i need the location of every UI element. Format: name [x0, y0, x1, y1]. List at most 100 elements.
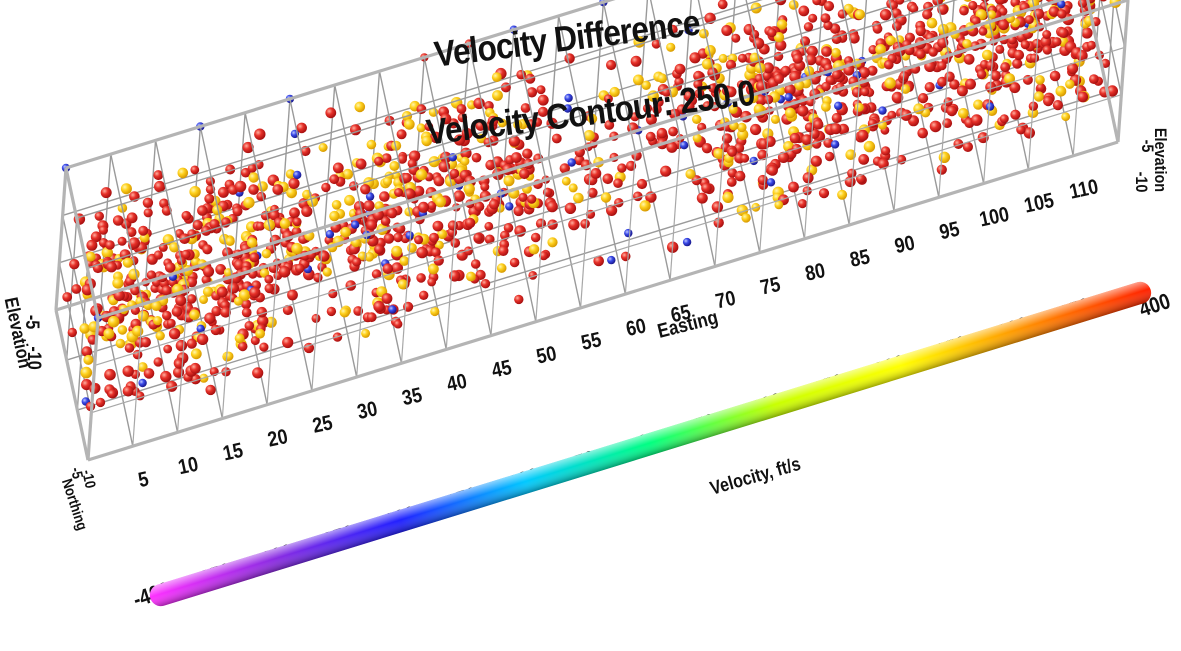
contour-point [242, 141, 254, 154]
contour-point-edge [83, 354, 94, 365]
contour-point [1023, 127, 1035, 139]
grid-line [503, 29, 515, 172]
contour-point [431, 247, 441, 258]
contour-point-edge [85, 251, 96, 262]
contour-point [237, 341, 248, 352]
contour-point [667, 24, 678, 35]
grid-line [324, 226, 358, 378]
contour-point [1081, 27, 1093, 39]
contour-point-edge [117, 325, 128, 335]
contour-point [205, 384, 216, 396]
contour-point [413, 185, 425, 197]
contour-point [831, 112, 842, 124]
grid-line [861, 0, 868, 62]
contour-point [824, 151, 835, 162]
contour-point [162, 310, 172, 321]
colorbar-label: Velocity, ft/s [708, 453, 804, 499]
contour-point [858, 67, 870, 79]
contour-point [67, 327, 78, 338]
contour-point [220, 306, 232, 318]
contour-point [278, 266, 291, 278]
contour-point-edge [364, 251, 375, 262]
contour-point [402, 172, 412, 183]
contour-point [602, 173, 614, 185]
contour-point [789, 132, 801, 144]
contour-point-edge [103, 328, 115, 339]
contour-point [186, 294, 197, 304]
contour-point-edge [741, 213, 751, 223]
contour-point [949, 79, 960, 90]
contour-point [447, 220, 458, 231]
contour-point [929, 120, 942, 133]
contour-point-edge [189, 186, 201, 198]
contour-point [503, 223, 514, 233]
contour-point [1022, 74, 1033, 85]
contour-point [117, 236, 127, 246]
contour-point [256, 221, 265, 231]
contour-point [311, 313, 321, 323]
contour-point [250, 336, 260, 346]
contour-point [202, 244, 213, 255]
contour-point [112, 215, 124, 226]
contour-point-edge [497, 118, 507, 128]
contour-point [813, 119, 824, 130]
contour-point [71, 284, 82, 294]
contour-point [366, 219, 378, 231]
grid-line [59, 0, 913, 264]
contour-point-edge [600, 192, 612, 203]
contour-point [1036, 83, 1046, 92]
contour-point [69, 259, 80, 270]
contour-point-edge [737, 122, 747, 133]
contour-point-edge [938, 151, 951, 163]
contour-point [514, 294, 524, 305]
contour-point [802, 172, 814, 184]
contour-point-edge [503, 175, 515, 187]
contour-point-edge [79, 323, 90, 334]
contour-point [321, 182, 331, 193]
sample-point [1057, 0, 1066, 9]
contour-point [325, 107, 337, 119]
contour-point-edge [389, 161, 400, 171]
contour-point [1089, 74, 1099, 84]
contour-point [296, 122, 308, 134]
contour-point [1087, 40, 1096, 50]
contour-point [802, 186, 812, 196]
contour-point-edge [285, 169, 296, 179]
sample-point [766, 178, 776, 187]
grid-line [682, 116, 716, 267]
contour-point [887, 110, 897, 120]
grid-line [1031, 0, 1040, 28]
contour-point [944, 71, 955, 82]
contour-point [755, 94, 767, 106]
contour-point-edge [854, 102, 864, 112]
contour-point [1067, 62, 1079, 75]
sample-point [405, 231, 414, 240]
contour-point [124, 343, 135, 353]
contour-point [915, 49, 926, 60]
contour-point [383, 233, 395, 244]
contour-point [161, 285, 172, 296]
contour-point-edge [722, 191, 734, 203]
contour-point-edge [286, 187, 297, 199]
contour-point [928, 47, 938, 57]
contour-point [419, 290, 429, 300]
contour-point-edge [491, 72, 502, 82]
contour-point [645, 131, 656, 142]
contour-point [604, 120, 615, 130]
contour-point [727, 147, 737, 157]
contour-point [215, 264, 227, 275]
contour-point-edge [342, 168, 354, 180]
sample-point [567, 158, 576, 167]
contour-point [414, 235, 424, 245]
grid-line [771, 88, 806, 239]
contour-point-edge [246, 237, 258, 248]
contour-point [884, 59, 894, 70]
sample-point [830, 140, 840, 149]
contour-point [917, 127, 928, 139]
grid-line [266, 262, 278, 405]
contour-point [767, 27, 777, 38]
sample-point [679, 141, 689, 150]
contour-point [924, 82, 935, 93]
z-tick-label-right: -10 [1132, 172, 1150, 193]
